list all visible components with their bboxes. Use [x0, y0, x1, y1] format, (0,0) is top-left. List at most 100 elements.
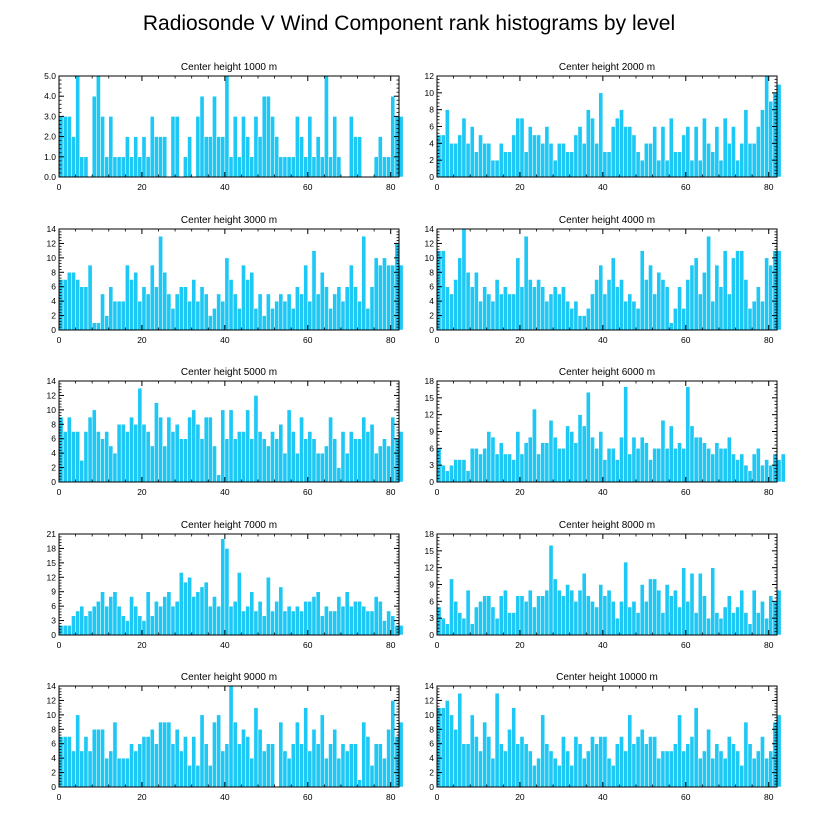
histogram-bar	[606, 589, 612, 636]
panel-1: Center height 1000 m 0 20 40 60 80 0.0 1.0 2.0 3.…	[44, 62, 404, 192]
histogram-bar	[706, 235, 711, 331]
histogram-bar	[714, 612, 720, 636]
y-tick-label: 10	[425, 253, 435, 263]
histogram-bar	[507, 612, 512, 636]
histogram-bar	[474, 272, 479, 331]
histogram-bar	[573, 442, 579, 483]
histogram-bar	[212, 445, 217, 483]
x-tick-label: 20	[137, 640, 147, 650]
x-tick-label: 40	[598, 640, 608, 650]
histogram-bar	[780, 453, 786, 483]
histogram-bar	[648, 143, 653, 178]
y-tick-label: 10	[425, 710, 435, 720]
histogram-bar	[178, 750, 184, 788]
histogram-bar	[261, 750, 267, 788]
histogram-bar	[561, 595, 566, 636]
histogram-bar	[461, 228, 467, 331]
histogram-bar	[689, 425, 695, 483]
histogram-bar	[311, 250, 317, 331]
histogram-bar	[286, 293, 292, 331]
x-tick-label: 60	[303, 640, 313, 650]
histogram-bar	[490, 436, 496, 483]
histogram-bar	[449, 464, 454, 483]
histogram-bar	[478, 750, 483, 788]
histogram-bar	[145, 431, 151, 483]
histogram-bar	[87, 416, 93, 483]
x-tick-label: 80	[386, 487, 396, 497]
histogram-bar	[515, 595, 521, 636]
histogram-bar	[469, 448, 475, 483]
histogram-bar	[344, 452, 350, 483]
y-tick-label: 2.0	[44, 132, 56, 142]
histogram-bar	[457, 459, 463, 483]
panel-9: Center height 9000 m 0 20 40 60 80 0 2 4 6 8 10 12 14	[47, 672, 404, 802]
histogram-bar	[660, 750, 666, 788]
histogram-bar	[743, 109, 749, 178]
histogram-bar	[527, 750, 533, 788]
histogram-bar	[365, 736, 371, 788]
histogram-bar	[503, 151, 508, 178]
histogram-bar	[494, 159, 500, 178]
histogram-bar	[174, 116, 180, 178]
histogram-bar	[756, 286, 761, 331]
histogram-bar	[610, 765, 616, 788]
histogram-bar	[315, 591, 321, 636]
histogram-bar	[660, 279, 666, 331]
histogram-bar	[673, 308, 678, 331]
panel-title: Center height 1000 m	[181, 62, 277, 73]
histogram-bar	[494, 692, 500, 788]
histogram-bar	[224, 438, 230, 483]
histogram-bar	[299, 293, 304, 331]
histogram-bar	[681, 308, 687, 331]
histogram-bar	[511, 612, 517, 636]
histogram-bar	[154, 136, 159, 178]
histogram-bar	[378, 136, 383, 178]
y-tick-label: 14	[47, 681, 57, 691]
y-tick-label: 6	[429, 739, 434, 749]
histogram-bar	[241, 610, 246, 636]
y-tick-label: 10	[425, 88, 435, 98]
histogram-bar	[515, 257, 521, 331]
histogram-bar	[482, 595, 488, 636]
histogram-bar	[282, 750, 288, 788]
histogram-bar	[552, 286, 558, 331]
histogram-bar	[261, 95, 267, 178]
histogram-bar	[673, 743, 678, 788]
x-tick-label: 40	[598, 792, 608, 802]
histogram-bar	[702, 117, 707, 178]
histogram-bar	[133, 750, 139, 788]
y-tick-label: 3	[51, 616, 56, 626]
histogram-bar	[340, 300, 346, 331]
histogram-bar	[656, 272, 662, 331]
histogram-bar	[639, 436, 645, 483]
histogram-bar	[187, 765, 192, 788]
histogram-bar	[154, 286, 159, 331]
histogram-bar	[365, 308, 371, 331]
histogram-bar	[478, 453, 483, 483]
histogram-bar	[511, 134, 517, 178]
histogram-bar	[635, 736, 641, 788]
histogram-bar	[652, 736, 658, 788]
histogram-bar	[722, 448, 728, 483]
histogram-bar	[137, 615, 143, 636]
histogram-bar	[303, 438, 309, 483]
histogram-bar	[133, 272, 139, 331]
histogram-bar	[668, 117, 674, 178]
panel-title: Center height 3000 m	[181, 215, 277, 226]
histogram-bar	[494, 453, 500, 483]
histogram-bar	[486, 293, 492, 331]
histogram-bar	[75, 279, 80, 331]
histogram-bar	[220, 409, 226, 483]
histogram-bar	[482, 143, 488, 178]
y-tick-label: 14	[425, 224, 435, 234]
histogram-bar	[631, 134, 637, 178]
histogram-bar	[756, 750, 761, 788]
histogram-bar	[527, 436, 533, 483]
histogram-bar	[743, 464, 749, 483]
histogram-bar	[673, 448, 678, 483]
histogram-bar	[449, 578, 454, 636]
x-tick-label: 20	[515, 335, 525, 345]
panel-title: Center height 7000 m	[181, 520, 277, 531]
x-tick-label: 80	[764, 335, 774, 345]
x-tick-label: 0	[435, 335, 440, 345]
